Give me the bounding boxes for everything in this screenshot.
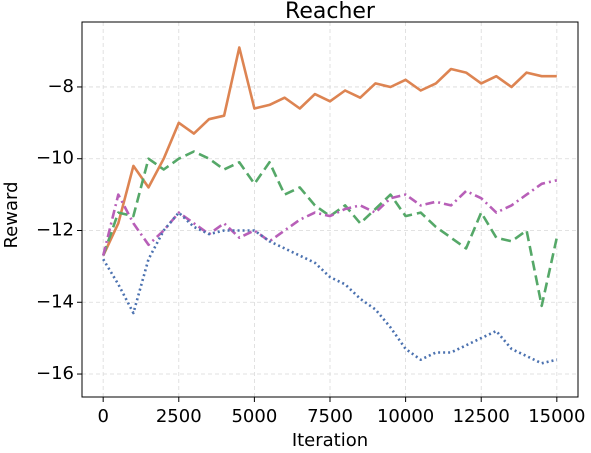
y-tick-label: −8 <box>47 76 74 97</box>
plot-frame <box>81 21 579 398</box>
x-axis-label: Iteration <box>292 430 368 451</box>
x-tick-label: 2500 <box>156 406 202 427</box>
y-tick-label: −14 <box>36 291 74 312</box>
x-tick-label: 12500 <box>453 406 510 427</box>
x-tick-label: 7500 <box>307 406 353 427</box>
y-tick-label: −12 <box>36 219 74 240</box>
series-line <box>101 179 558 256</box>
x-tick-label: 0 <box>97 406 108 427</box>
chart-title: Reacher <box>285 0 376 24</box>
y-tick-label: −10 <box>36 148 74 169</box>
x-tick-label: 10000 <box>377 406 434 427</box>
series-line <box>102 211 558 365</box>
series-line <box>102 46 557 257</box>
x-tick-label: 15000 <box>528 406 585 427</box>
y-axis-label: Reward <box>1 181 22 248</box>
series-line <box>101 150 559 308</box>
y-tick-label: −16 <box>36 363 74 384</box>
x-tick-label: 5000 <box>231 406 277 427</box>
